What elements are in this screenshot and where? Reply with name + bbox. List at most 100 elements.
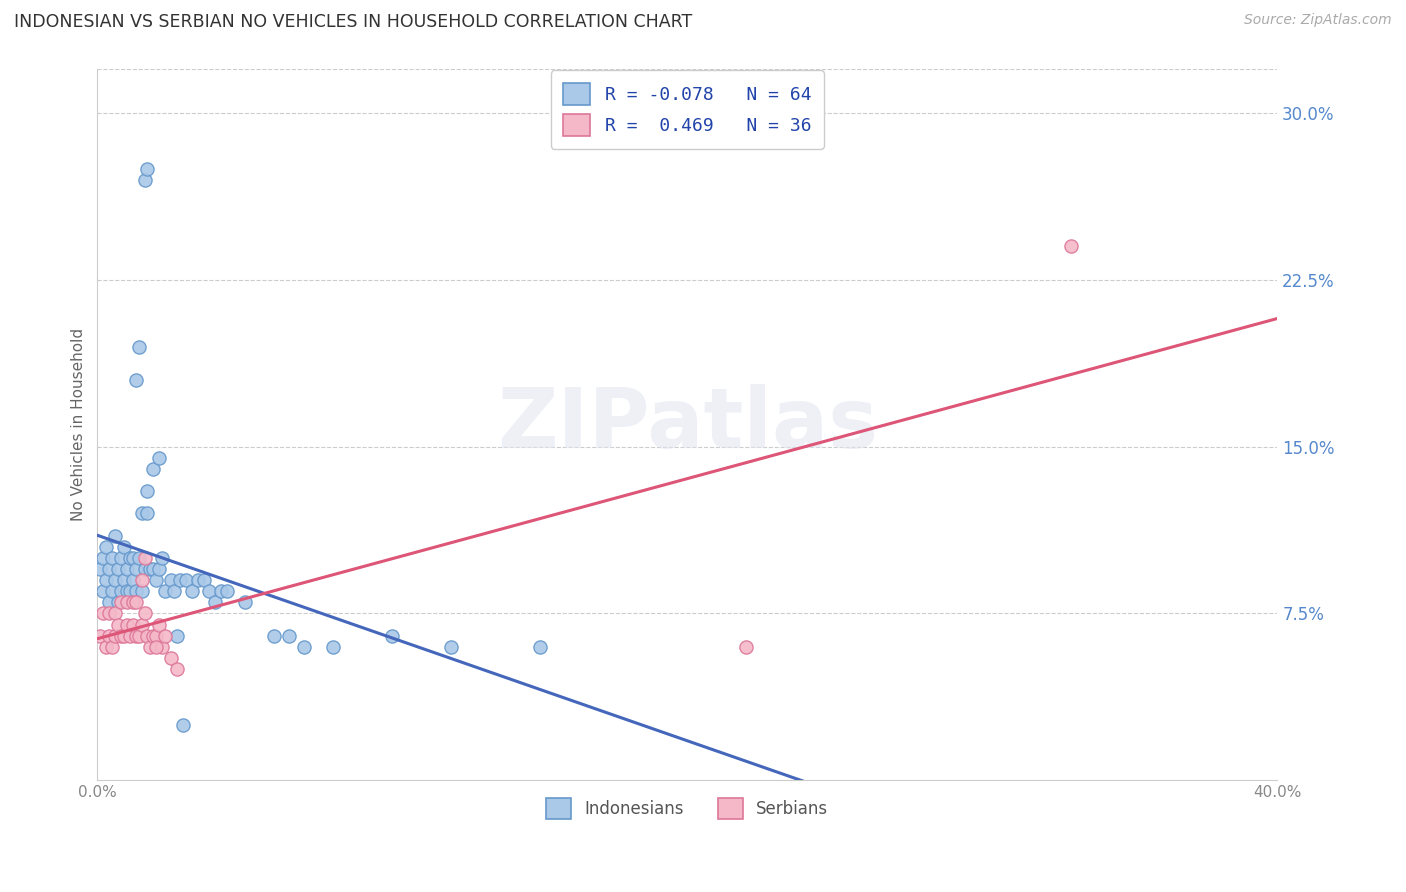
Point	[166, 662, 188, 676]
Point	[1060, 239, 1083, 253]
Point	[118, 550, 141, 565]
Point	[115, 617, 138, 632]
Point	[134, 562, 156, 576]
Point	[89, 562, 111, 576]
Point	[98, 629, 121, 643]
Point	[198, 584, 221, 599]
Point	[233, 595, 256, 609]
Point	[125, 595, 148, 609]
Point	[131, 573, 153, 587]
Point	[136, 507, 159, 521]
Point	[125, 629, 148, 643]
Text: ZIPatlas: ZIPatlas	[496, 384, 877, 465]
Point	[145, 640, 167, 654]
Point	[112, 629, 135, 643]
Point	[128, 550, 150, 565]
Point	[145, 629, 167, 643]
Point	[115, 584, 138, 599]
Point	[96, 640, 118, 654]
Point	[150, 640, 173, 654]
Point	[125, 562, 148, 576]
Point	[145, 573, 167, 587]
Point	[134, 550, 156, 565]
Point	[98, 595, 121, 609]
Point	[153, 584, 176, 599]
Point	[110, 629, 132, 643]
Point	[180, 584, 202, 599]
Point	[131, 507, 153, 521]
Point	[101, 550, 124, 565]
Point	[148, 450, 170, 465]
Point	[163, 584, 186, 599]
Point	[118, 584, 141, 599]
Point	[91, 584, 114, 599]
Point	[172, 717, 194, 731]
Point	[121, 550, 143, 565]
Point	[529, 640, 551, 654]
Point	[166, 629, 188, 643]
Point	[160, 573, 183, 587]
Point	[101, 584, 124, 599]
Point	[89, 629, 111, 643]
Legend: Indonesians, Serbians: Indonesians, Serbians	[540, 792, 835, 825]
Text: INDONESIAN VS SERBIAN NO VEHICLES IN HOUSEHOLD CORRELATION CHART: INDONESIAN VS SERBIAN NO VEHICLES IN HOU…	[14, 13, 692, 31]
Point	[91, 607, 114, 621]
Point	[142, 629, 165, 643]
Point	[381, 629, 404, 643]
Point	[160, 651, 183, 665]
Point	[292, 640, 315, 654]
Point	[107, 595, 129, 609]
Point	[139, 640, 162, 654]
Point	[110, 595, 132, 609]
Point	[115, 562, 138, 576]
Point	[118, 629, 141, 643]
Point	[107, 562, 129, 576]
Point	[101, 640, 124, 654]
Point	[148, 617, 170, 632]
Point	[142, 562, 165, 576]
Point	[278, 629, 301, 643]
Point	[128, 340, 150, 354]
Point	[110, 584, 132, 599]
Point	[136, 629, 159, 643]
Point	[150, 550, 173, 565]
Point	[125, 373, 148, 387]
Point	[217, 584, 239, 599]
Point	[104, 528, 127, 542]
Point	[209, 584, 232, 599]
Y-axis label: No Vehicles in Household: No Vehicles in Household	[72, 328, 86, 521]
Point	[134, 607, 156, 621]
Point	[121, 617, 143, 632]
Point	[112, 540, 135, 554]
Point	[112, 573, 135, 587]
Point	[322, 640, 344, 654]
Point	[735, 640, 758, 654]
Point	[110, 550, 132, 565]
Point	[104, 607, 127, 621]
Point	[121, 595, 143, 609]
Point	[98, 607, 121, 621]
Point	[193, 573, 215, 587]
Point	[153, 629, 176, 643]
Point	[142, 462, 165, 476]
Point	[104, 573, 127, 587]
Point	[139, 562, 162, 576]
Point	[131, 584, 153, 599]
Point	[115, 595, 138, 609]
Point	[263, 629, 285, 643]
Point	[136, 161, 159, 176]
Point	[96, 573, 118, 587]
Point	[107, 617, 129, 632]
Point	[148, 562, 170, 576]
Point	[187, 573, 209, 587]
Text: Source: ZipAtlas.com: Source: ZipAtlas.com	[1244, 13, 1392, 28]
Point	[169, 573, 191, 587]
Point	[98, 562, 121, 576]
Point	[204, 595, 226, 609]
Point	[136, 484, 159, 499]
Point	[131, 617, 153, 632]
Point	[91, 550, 114, 565]
Point	[96, 540, 118, 554]
Point	[174, 573, 197, 587]
Point	[104, 629, 127, 643]
